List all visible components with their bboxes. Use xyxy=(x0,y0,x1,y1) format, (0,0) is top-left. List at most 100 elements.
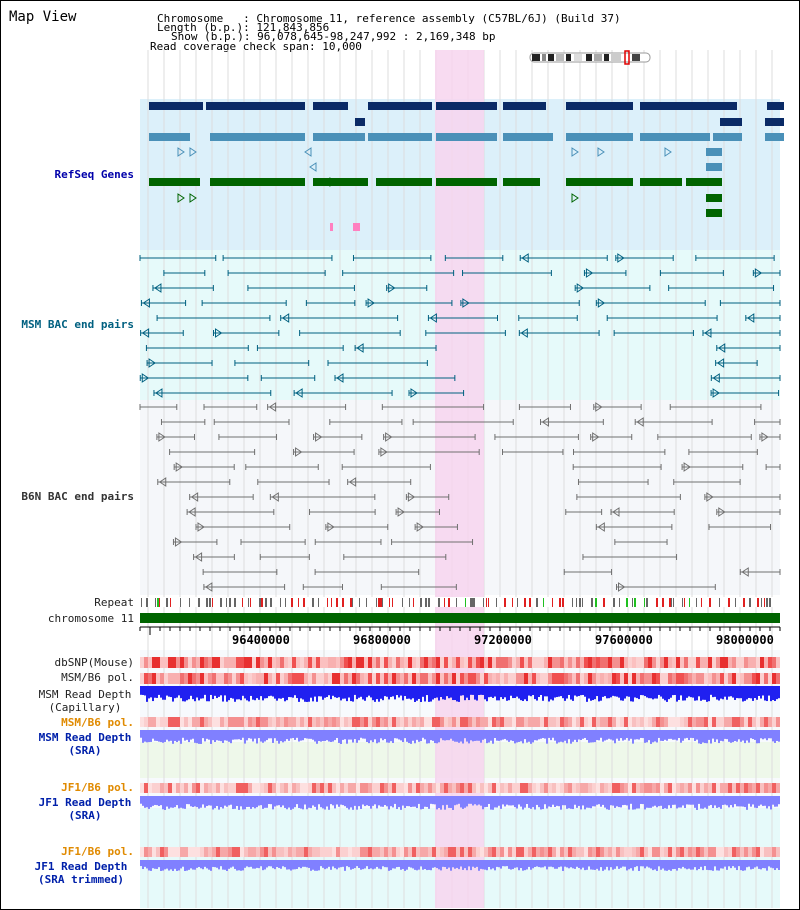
msm-depth-sra-bar xyxy=(168,730,170,742)
repeat-element xyxy=(662,598,664,607)
jf1-b6-pol-2-cell xyxy=(400,847,404,857)
jf1-depth-trimmed-bar xyxy=(140,860,142,867)
msm-depth-sra-bar xyxy=(342,730,344,740)
track-label-msm-depth-capillary[interactable]: MSM Read Depth (Capillary) xyxy=(28,688,142,714)
jf1-b6-pol-cell xyxy=(164,783,168,793)
msm-b6-pol-sra-cell xyxy=(488,717,492,727)
track-label-msm-b6-pol-sra[interactable]: MSM/B6 pol. xyxy=(61,716,134,729)
jf1-depth-bar xyxy=(520,796,522,807)
jf1-b6-pol-2-cell xyxy=(156,847,160,857)
track-label-msm-bac[interactable]: MSM BAC end pairs xyxy=(21,318,134,331)
track-label-jf1-depth[interactable]: JF1 Read Depth (SRA) xyxy=(28,796,142,822)
msm-b6-pol-cell xyxy=(188,673,192,684)
track-label-dbsnp[interactable]: dbSNP(Mouse) xyxy=(54,656,134,669)
jf1-b6-pol-cell xyxy=(304,783,308,793)
msm-depth-sra-bar xyxy=(674,730,676,740)
msm-depth-capillary-bar xyxy=(686,686,688,698)
jf1-b6-pol-cell xyxy=(600,783,604,793)
msm-depth-sra-bar xyxy=(184,730,186,741)
refseq-gene-features[interactable] xyxy=(149,102,784,231)
jf1-depth-trimmed-bar xyxy=(254,860,256,869)
jf1-b6-pol-cell xyxy=(336,783,340,793)
repeat-element xyxy=(669,598,671,607)
msm-depth-sra-bar xyxy=(620,730,622,739)
jf1-depth-trimmed-bar xyxy=(566,860,568,868)
jf1-depth-trimmed-bar xyxy=(318,860,320,871)
repeat-element xyxy=(709,598,711,607)
repeat-element xyxy=(209,598,211,607)
jf1-b6-pol-2-cell xyxy=(220,847,224,857)
msm-b6-pol-sra-cell xyxy=(520,717,524,727)
jf1-depth-bar xyxy=(158,796,160,806)
jf1-depth-bar xyxy=(510,796,512,806)
jf1-depth-bar xyxy=(744,796,746,808)
track-label-refseq[interactable]: RefSeq Genes xyxy=(54,168,134,181)
jf1-depth-trimmed-bar xyxy=(678,860,680,868)
jf1-b6-pol-cell xyxy=(552,783,556,793)
msm-b6-pol-cell xyxy=(576,673,580,684)
track-label-repeat[interactable]: Repeat xyxy=(94,596,134,609)
msm-depth-sra-bar xyxy=(490,730,492,741)
dbsnp-cell xyxy=(172,657,176,668)
msm-depth-capillary-bar xyxy=(338,686,340,698)
b6n-bac-features[interactable] xyxy=(139,402,781,592)
jf1-depth-trimmed-bar xyxy=(626,860,628,871)
b6n-bac-marker xyxy=(271,492,279,502)
highlight-region[interactable] xyxy=(435,50,484,908)
jf1-depth-bar xyxy=(662,796,664,809)
msm-depth-sra-bar xyxy=(448,730,450,741)
dbsnp-cell xyxy=(640,657,644,668)
jf1-b6-pol-2-cell xyxy=(776,847,780,857)
coverage-span-info: Read coverage check span: 10,000 xyxy=(150,41,362,52)
gene-exon xyxy=(640,133,710,141)
msm-b6-pol-sra-cell xyxy=(224,717,228,727)
jf1-depth-bar xyxy=(480,796,482,806)
jf1-b6-pol-cell xyxy=(324,783,328,793)
msm-depth-capillary-bar xyxy=(560,686,562,697)
chromosome-ideogram[interactable] xyxy=(529,50,651,65)
track-label-msm-depth-sra[interactable]: MSM Read Depth (SRA) xyxy=(28,731,142,757)
repeat-element xyxy=(280,598,281,607)
track-label-jf1-b6-pol-2[interactable]: JF1/B6 pol. xyxy=(61,845,134,858)
jf1-depth-bar xyxy=(402,796,404,806)
jf1-depth-trimmed-bar xyxy=(186,860,188,871)
track-label-msm-b6-pol[interactable]: MSM/B6 pol. xyxy=(61,671,134,684)
msm-depth-capillary-bar xyxy=(596,686,598,697)
jf1-depth-bar xyxy=(726,796,728,806)
gene-exon xyxy=(283,133,305,141)
msm-depth-sra-bar xyxy=(660,730,662,741)
track-label-jf1-depth-trimmed[interactable]: JF1 Read Depth (SRA trimmed) xyxy=(20,860,142,886)
jf1-depth-trimmed-bar xyxy=(610,860,612,868)
jf1-b6-pol-2-cell xyxy=(476,847,480,857)
msm-depth-capillary-bar xyxy=(702,686,704,700)
jf1-depth-trimmed-bar xyxy=(718,860,720,871)
dbsnp-cell xyxy=(288,657,292,668)
msm-depth-capillary-bar xyxy=(592,686,594,701)
jf1-depth-bar xyxy=(280,796,282,808)
track-label-jf1-b6-pol[interactable]: JF1/B6 pol. xyxy=(61,781,134,794)
dbsnp-cell xyxy=(516,657,520,668)
msm-depth-sra-bar xyxy=(306,730,308,739)
msm-bac-features[interactable] xyxy=(139,253,781,398)
msm-b6-pol-cell xyxy=(184,673,188,684)
jf1-depth-bar xyxy=(490,796,492,810)
msm-depth-sra-bar xyxy=(534,730,536,741)
repeat-element xyxy=(472,598,474,607)
msm-b6-pol-sra-cell xyxy=(364,717,368,727)
jf1-depth-bar xyxy=(322,796,324,809)
track-label-b6n-bac[interactable]: B6N BAC end pairs xyxy=(21,490,134,503)
jf1-depth-bar xyxy=(166,796,168,807)
msm-b6-pol-cell xyxy=(668,673,672,684)
repeat-element xyxy=(465,598,466,607)
msm-depth-sra-bar xyxy=(584,730,586,738)
msm-depth-sra-bar xyxy=(480,730,482,743)
jf1-depth-bar xyxy=(682,796,684,806)
jf1-depth-trimmed-bar xyxy=(502,860,504,867)
repeat-features[interactable] xyxy=(140,597,780,607)
dbsnp-cell xyxy=(728,657,732,668)
jf1-b6-pol-2-cell xyxy=(388,847,392,857)
msm-depth-capillary-bar xyxy=(278,686,280,699)
jf1-depth-bar xyxy=(534,796,536,810)
b6n-bac-marker xyxy=(190,492,199,502)
